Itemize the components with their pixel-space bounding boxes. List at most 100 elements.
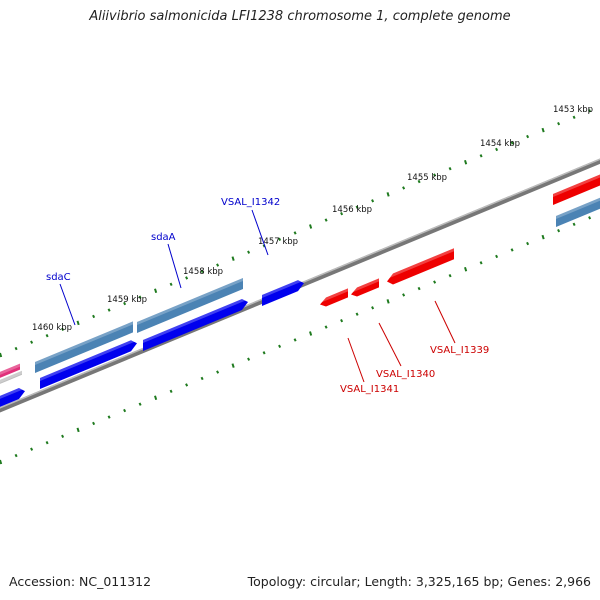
ruler-tick-lower [340, 318, 344, 323]
edge-feature-pink [0, 363, 20, 378]
forward-cds-sdaA [143, 296, 248, 351]
ruler-tick-upper [495, 147, 499, 152]
ruler-tick-upper [479, 154, 483, 158]
ruler-tick-lower [417, 286, 421, 291]
ruler-tick-upper [123, 301, 127, 306]
forward-gene-sdaC-shine [35, 321, 133, 365]
forward-gene-sdaA-body [137, 278, 243, 333]
forward-gene-sdaC [35, 321, 133, 373]
ruler-tick-upper [107, 308, 111, 312]
ruler-label: 1460 kbp [32, 323, 72, 333]
feature-labels: 1453 kbp 1454 kbp 1455 kbp 1456 kbp 1457 kbp… [32, 105, 593, 395]
reverse-cds-VSAL_I1339-shine [387, 248, 454, 279]
ruler-tick-lower [231, 363, 235, 368]
forward-label-VSAL_I1342: VSAL_I1342 [221, 197, 280, 208]
ruler-label: 1459 kbp [107, 295, 147, 305]
ruler-tick-lower [557, 229, 561, 233]
reverse-cds-VSAL_I1340-body [351, 278, 379, 297]
ruler-tick-upper [169, 282, 173, 287]
ruler-tick-lower [572, 222, 576, 226]
ruler-tick-upper [30, 340, 34, 344]
ruler-tick-upper [557, 122, 561, 126]
ruler-tick-lower [154, 395, 158, 401]
ruler-tick-upper [92, 314, 96, 319]
ruler-label: 1458 kbp [183, 267, 223, 277]
forward-label-leader [251, 209, 269, 256]
ruler-label: 1456 kbp [332, 205, 372, 215]
ruler-tick-lower [278, 344, 282, 349]
ruler-tick-lower [495, 254, 499, 259]
ruler-tick-lower [0, 459, 3, 465]
ruler-tick-lower [123, 408, 127, 413]
ruler-tick-upper [386, 192, 390, 197]
ruler-tick-lower [61, 434, 65, 438]
ruler-tick-lower [541, 234, 545, 240]
reverse-cds-VSAL_I1340 [351, 278, 379, 297]
reverse-label-VSAL_I1341: VSAL_I1341 [340, 384, 399, 395]
accession-text: Accession: NC_011312 [9, 574, 152, 589]
forward-cds-sdaA-body [143, 298, 248, 351]
ruler-tick-lower [262, 351, 266, 355]
ruler-tick-upper [572, 115, 576, 119]
ruler-tick-lower [76, 427, 80, 433]
ruler-tick-lower [247, 357, 251, 361]
ruler-tick-lower [464, 266, 468, 272]
reverse-cds-VSAL_I1341 [320, 288, 348, 307]
genome-summary-text: Topology: circular; Length: 3,325,165 bp… [247, 574, 591, 589]
ruler-tick-upper [324, 218, 328, 222]
forward-cds-VSAL_I1342-shine [262, 277, 304, 298]
forward-gene-edge-shine [556, 197, 600, 219]
ruler-tick-upper [371, 199, 375, 203]
ruler-tick-upper [448, 166, 452, 171]
ruler-tick-upper [417, 179, 421, 184]
reverse-cds-VSAL_I1341-shine [320, 288, 348, 303]
ruler-tick-upper [340, 211, 344, 216]
ruler-tick-lower [510, 248, 514, 252]
ruler-tick-lower [14, 453, 18, 458]
forward-label-sdaC: sdaC [46, 272, 71, 283]
ruler-tick-upper [200, 269, 204, 274]
ruler-tick-upper [309, 224, 313, 229]
ruler-tick-upper [541, 127, 545, 133]
ruler-tick-upper [278, 237, 282, 242]
forward-cds-sdaC-body [40, 340, 137, 389]
ruler-tick-upper [247, 250, 251, 254]
ruler-tick-upper [510, 141, 514, 145]
forward-cds-sdaC [40, 337, 137, 389]
ruler-tick-upper [293, 231, 297, 235]
reverse-label-VSAL_I1340: VSAL_I1340 [376, 369, 435, 380]
ruler-tick-lower [355, 312, 359, 316]
ruler-tick-upper [0, 352, 3, 358]
ruler-tick-upper [355, 205, 359, 209]
reverse-cds-VSAL_I1340-shine [351, 278, 379, 293]
ruler-tick-upper [154, 288, 158, 294]
ruler-tick-upper [61, 327, 65, 331]
ruler-tick-upper [216, 263, 220, 267]
ruler-tick-upper [231, 256, 235, 261]
ruler-tick-lower [402, 293, 406, 297]
edge-feature-grey [0, 370, 22, 384]
ruler-tick-lower [138, 402, 142, 406]
reverse-cds-edge-shine [553, 174, 600, 197]
forward-gene-sdaC-body [35, 321, 133, 373]
ruler-label: 1453 kbp [553, 105, 593, 115]
ruler-tick-lower [30, 447, 34, 451]
ruler-tick-lower [169, 389, 173, 394]
ruler-tick-upper [185, 276, 189, 280]
reverse-label-VSAL_I1339: VSAL_I1339 [430, 345, 489, 356]
ruler-tick-lower [92, 421, 96, 426]
forward-cds-sdaC-shine [40, 337, 137, 381]
forward-gene-edge-body [556, 197, 600, 227]
reverse-cds-edge [553, 174, 600, 205]
map-title: Aliivibrio salmonicida LFI1238 chromosom… [89, 9, 511, 24]
ruler-tick-upper [402, 186, 406, 190]
ruler-label: 1457 kbp [258, 237, 298, 247]
ruler-tick-lower [200, 376, 204, 381]
reverse-cds-VSAL_I1339 [387, 248, 454, 285]
forward-cds-VSAL_I1342 [262, 277, 304, 306]
forward-label-leader [167, 243, 182, 289]
ruler-tick-lower [309, 331, 313, 336]
ruler-tick-upper [138, 295, 142, 299]
ruler-tick-lower [293, 338, 297, 342]
